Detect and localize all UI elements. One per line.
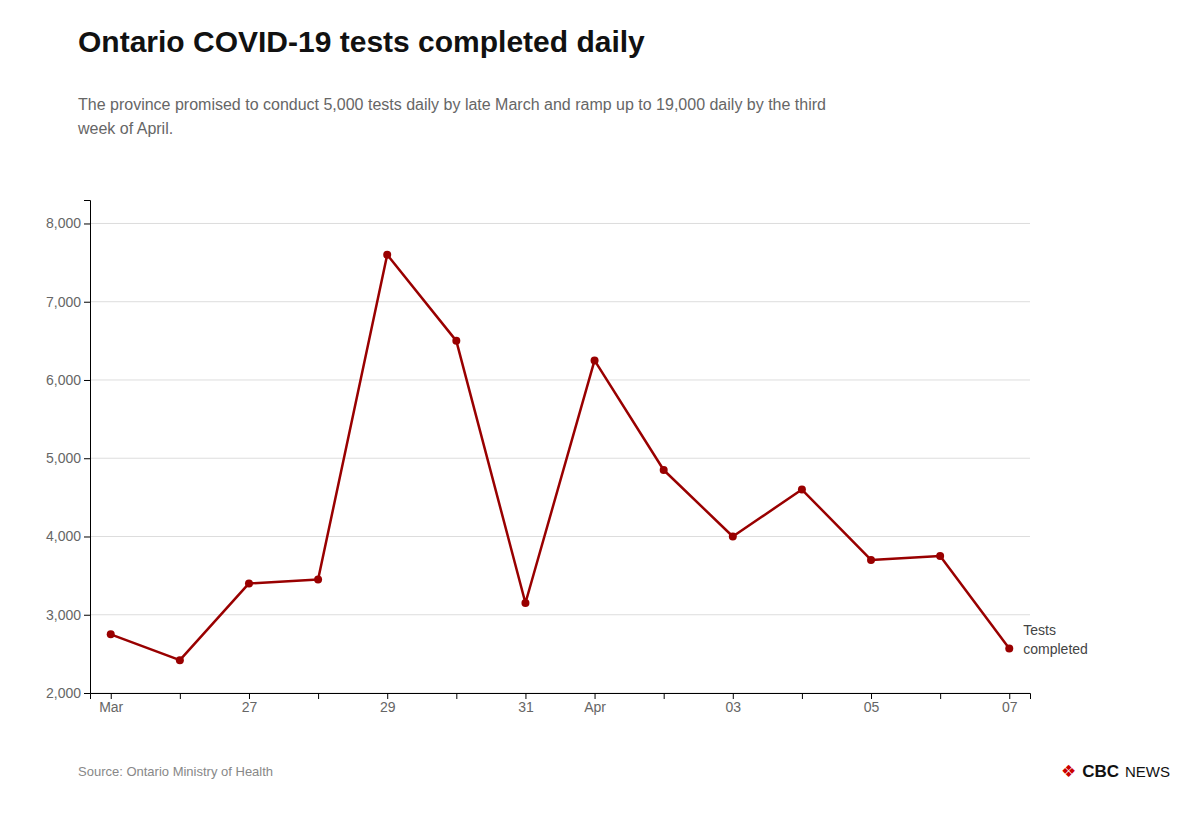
x-tick: 31 [518,693,534,715]
source: Source: Ontario Ministry of Health [78,764,273,779]
x-tick-label: 07 [1002,699,1018,715]
subtitle: The province promised to conduct 5,000 t… [77,96,826,137]
grid-line [90,301,1030,302]
y-tick-label: 8,000 [46,215,81,231]
point [107,630,115,638]
y-tick-label: 4,000 [46,528,81,544]
point [521,599,529,607]
grid-line [90,458,1030,459]
grid-line [90,614,1030,615]
point [314,576,322,584]
x-tick [180,693,181,699]
logo-part: ❖ [1061,762,1076,781]
x-tick-label: 31 [518,699,534,715]
x-tick: Apr [584,693,606,715]
y-axis-line [84,201,91,694]
x-tick: 07 [1002,693,1018,715]
point [798,486,806,494]
grid-line [90,536,1030,537]
x-tick [456,693,457,699]
x-tick-label: 29 [380,699,396,715]
x-tick-mark [802,693,803,699]
y-tick-label: 2,000 [46,685,81,701]
x-tick-mark [180,693,181,699]
x-tick-mark [318,693,319,699]
x-tick-mark [456,693,457,699]
point [729,532,737,540]
y-tick: 2,000 [46,685,90,701]
line [111,255,1010,660]
x-tick [318,693,319,699]
y-tick-label: 3,000 [46,607,81,623]
point [245,579,253,587]
logo-part: CBC [1082,762,1119,781]
y-tick-mark [84,223,90,224]
grid-line [90,379,1030,380]
x-tick: 27 [242,693,258,715]
y-tick: 4,000 [46,528,90,544]
point [936,552,944,560]
point [867,556,875,564]
x-tick [802,693,803,699]
x-tick-mark [664,693,665,699]
point [591,356,599,364]
y-tick-mark [84,380,90,381]
x-axis: Mar 27 29 31 Apr 03 05 07 [91,693,1031,715]
point [660,466,668,474]
series [107,251,1014,664]
subtitle-line: week of April. [77,120,173,137]
x-tick-label: Apr [584,699,606,715]
y-tick-mark [84,693,90,694]
y-tick-label: 5,000 [46,450,81,466]
y-tick-mark [84,458,90,459]
x-tick [664,693,665,699]
x-tick [940,693,941,699]
title: Ontario COVID-19 tests completed daily [78,25,645,58]
x-tick: 05 [864,693,880,715]
y-tick-label: 7,000 [46,294,81,310]
point [176,656,184,664]
y-tick: 7,000 [46,294,90,310]
x-tick: 29 [380,693,396,715]
point [1005,645,1013,653]
x-tick-label: 27 [242,699,258,715]
y-tick-label: 6,000 [46,372,81,388]
logo-part: NEWS [1125,763,1170,780]
x-tick-label: Mar [99,699,123,715]
grid [90,223,1030,693]
y-tick: 8,000 [46,215,90,231]
x-tick: Mar [99,693,123,715]
y-tick: 6,000 [46,372,90,388]
plot: 2,000 3,000 4,000 5,000 6,000 7,000 8,000 Mar 27… [46,201,1088,715]
point [383,251,391,259]
x-tick: 03 [726,693,742,715]
x-axis-line [91,694,1031,700]
annotation-line: Tests [1023,622,1056,638]
x-tick-mark [940,693,941,699]
y-tick-mark [84,302,90,303]
y-axis: 2,000 3,000 4,000 5,000 6,000 7,000 8,000 [46,201,91,701]
annotation-line: completed [1023,641,1088,657]
y-tick: 3,000 [46,607,90,623]
subtitle-line: The province promised to conduct 5,000 t… [78,96,826,113]
chart: Ontario COVID-19 tests completed daily Th… [0,0,1200,813]
annotation: Tests completed [1023,622,1088,657]
y-tick: 5,000 [46,450,90,466]
point [452,337,460,345]
x-tick-label: 05 [864,699,880,715]
grid-line [90,223,1030,224]
y-tick-mark [84,536,90,537]
logo: ❖ CBC NEWS [1061,762,1170,781]
x-tick-label: 03 [726,699,742,715]
y-tick-mark [84,615,90,616]
